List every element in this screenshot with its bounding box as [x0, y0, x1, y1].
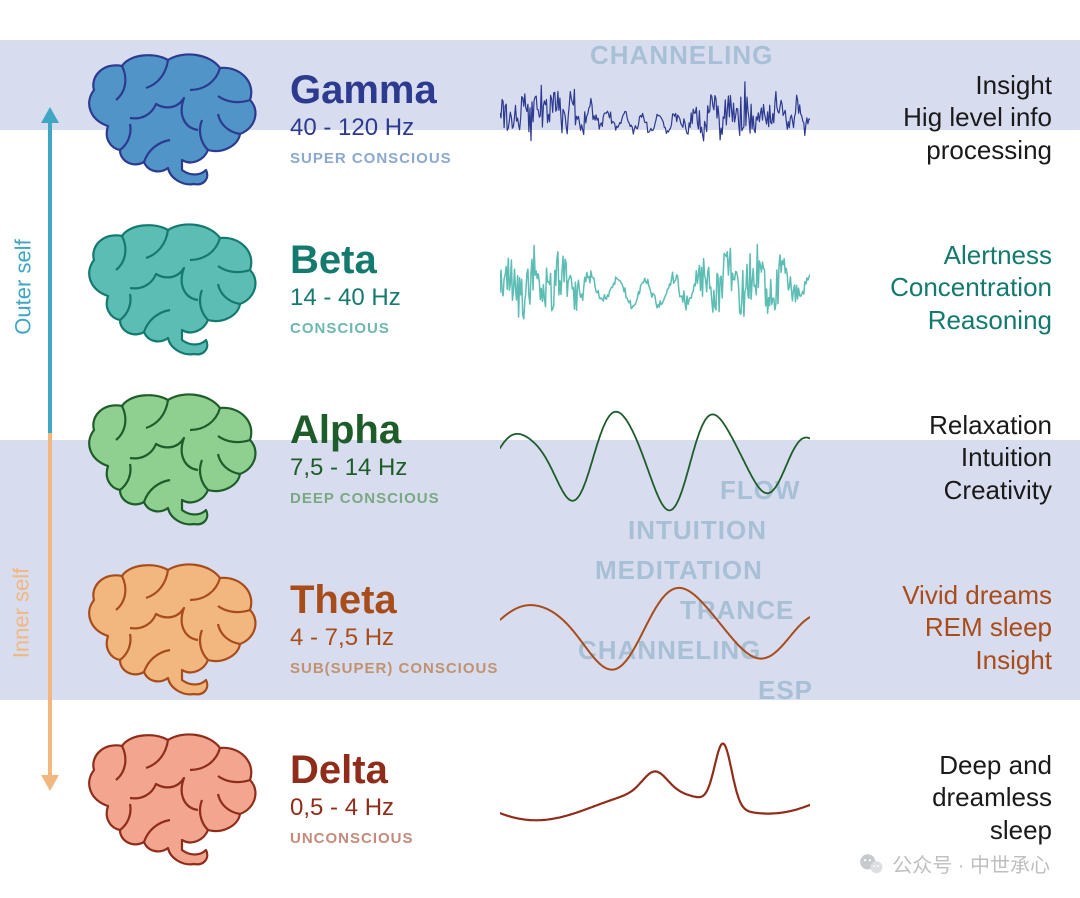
- wave-frequency: 14 - 40 Hz: [290, 284, 500, 312]
- wave-name: Gamma: [290, 68, 500, 112]
- wave-frequency: 40 - 120 Hz: [290, 114, 500, 142]
- inner-self-arrow: Inner self: [18, 433, 62, 791]
- wechat-icon: [858, 851, 884, 877]
- watermark: 公众号 · 中世承心: [858, 849, 1050, 878]
- brain-icon: [70, 558, 270, 698]
- wave-info: Alpha7,5 - 14 Hz DEEP CONSCIOUS: [270, 408, 500, 507]
- waveform: [500, 388, 810, 528]
- desc-line: Concentration: [810, 271, 1052, 304]
- self-arrows: Outer self Inner self: [18, 60, 62, 838]
- consciousness-state: SUPER CONSCIOUS: [290, 150, 500, 167]
- consciousness-state: SUB(SUPER) CONSCIOUS: [290, 660, 500, 677]
- desc-line: Insight: [810, 644, 1052, 677]
- wave-info: Beta14 - 40 Hz CONSCIOUS: [270, 238, 500, 337]
- watermark-text: 公众号 · 中世承心: [892, 849, 1050, 878]
- brain-icon: [70, 388, 270, 528]
- waveform: [500, 728, 810, 868]
- brain-icon: [70, 48, 270, 188]
- desc-line: REM sleep: [810, 611, 1052, 644]
- desc-line: Alertness: [810, 239, 1052, 272]
- desc-line: Intuition: [810, 441, 1052, 474]
- desc-line: Reasoning: [810, 304, 1052, 337]
- desc-line: Vivid dreams: [810, 579, 1052, 612]
- row-gamma: Gamma40 - 120 Hz SUPER CONSCIOUS InsightHi…: [70, 35, 1060, 200]
- arrow-inner-label: Inner self: [8, 568, 34, 659]
- wave-frequency: 4 - 7,5 Hz: [290, 624, 500, 652]
- wave-info: Delta0,5 - 4 Hz UNCONSCIOUS: [270, 748, 500, 847]
- desc-line: Creativity: [810, 474, 1052, 507]
- brain-icon: [70, 728, 270, 868]
- consciousness-state: DEEP CONSCIOUS: [290, 490, 500, 507]
- wave-frequency: 7,5 - 14 Hz: [290, 454, 500, 482]
- wave-frequency: 0,5 - 4 Hz: [290, 794, 500, 822]
- wave-info: Gamma40 - 120 Hz SUPER CONSCIOUS: [270, 68, 500, 167]
- consciousness-state: CONSCIOUS: [290, 320, 500, 337]
- waveform: [500, 218, 810, 358]
- brain-icon: [70, 218, 270, 358]
- wave-description: InsightHig level infoprocessing: [810, 69, 1060, 167]
- wave-name: Beta: [290, 238, 500, 282]
- waveform: [500, 48, 810, 188]
- row-theta: Theta4 - 7,5 Hz SUB(SUPER) CONSCIOUS Vivid…: [70, 545, 1060, 710]
- outer-self-arrow: Outer self: [18, 107, 62, 465]
- waveform: [500, 558, 810, 698]
- row-beta: Beta14 - 40 Hz CONSCIOUS AlertnessConcentr…: [70, 205, 1060, 370]
- wave-name: Alpha: [290, 408, 500, 452]
- arrow-outer-label: Outer self: [11, 239, 37, 334]
- wave-name: Delta: [290, 748, 500, 792]
- wave-description: Deep anddreamlesssleep: [810, 749, 1060, 847]
- desc-line: Hig level info: [810, 101, 1052, 134]
- wave-description: RelaxationIntuitionCreativity: [810, 409, 1060, 507]
- desc-line: Insight: [810, 69, 1052, 102]
- wave-name: Theta: [290, 578, 500, 622]
- desc-line: Relaxation: [810, 409, 1052, 442]
- row-alpha: Alpha7,5 - 14 Hz DEEP CONSCIOUS Relaxation…: [70, 375, 1060, 540]
- consciousness-state: UNCONSCIOUS: [290, 830, 500, 847]
- wave-description: Vivid dreamsREM sleepInsight: [810, 579, 1060, 677]
- wave-description: AlertnessConcentrationReasoning: [810, 239, 1060, 337]
- desc-line: dreamless: [810, 781, 1052, 814]
- desc-line: processing: [810, 134, 1052, 167]
- desc-line: sleep: [810, 814, 1052, 847]
- wave-info: Theta4 - 7,5 Hz SUB(SUPER) CONSCIOUS: [270, 578, 500, 677]
- desc-line: Deep and: [810, 749, 1052, 782]
